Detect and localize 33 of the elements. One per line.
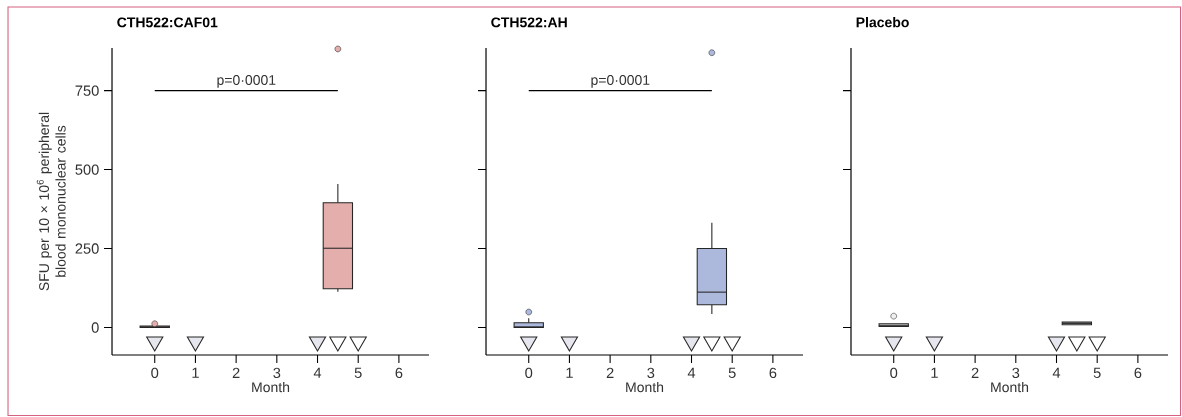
x-tick-label: 3 bbox=[1012, 367, 1020, 379]
x-tick-label: 0 bbox=[525, 367, 533, 379]
x-tick-label: 1 bbox=[566, 367, 573, 378]
x-tick-label: 6 bbox=[395, 367, 403, 379]
x-tick-label: 2 bbox=[232, 367, 240, 378]
y-tick-label: 250 bbox=[75, 243, 99, 254]
x-tick-label: 3 bbox=[273, 367, 281, 379]
x-axis-title: Month bbox=[991, 381, 1029, 393]
x-tick-label: 2 bbox=[971, 367, 979, 378]
x-tick-label: 1 bbox=[931, 367, 938, 378]
x-tick-label: 0 bbox=[890, 367, 898, 379]
y-tick-label: 750 bbox=[75, 85, 99, 96]
x-axis-title: Month bbox=[252, 381, 290, 393]
x-tick-label: 5 bbox=[354, 367, 362, 378]
chart-title: CTH522:CAF01 bbox=[117, 17, 218, 28]
annotation: p=0·0001 bbox=[591, 75, 650, 88]
x-tick-label: 6 bbox=[769, 367, 777, 379]
y-tick-label: 500 bbox=[75, 164, 99, 175]
x-tick-label: 1 bbox=[192, 367, 199, 378]
x-tick-label: 0 bbox=[151, 367, 159, 379]
x-tick-label: 4 bbox=[313, 367, 322, 378]
x-tick-label: 5 bbox=[728, 367, 736, 378]
chart-title: Placebo bbox=[856, 17, 909, 28]
x-tick-label: 5 bbox=[1093, 367, 1101, 378]
x-tick-label: 4 bbox=[687, 367, 696, 378]
x-tick-label: 2 bbox=[606, 367, 614, 378]
x-tick-label: 6 bbox=[1134, 367, 1142, 379]
x-tick-label: 3 bbox=[647, 367, 655, 379]
y-tick-label: 0 bbox=[91, 322, 99, 333]
x-tick-label: 4 bbox=[1052, 367, 1061, 378]
x-axis-title: Month bbox=[626, 381, 664, 393]
chart-title: CTH522:AH bbox=[491, 17, 567, 28]
annotation: p=0·0001 bbox=[217, 75, 276, 88]
